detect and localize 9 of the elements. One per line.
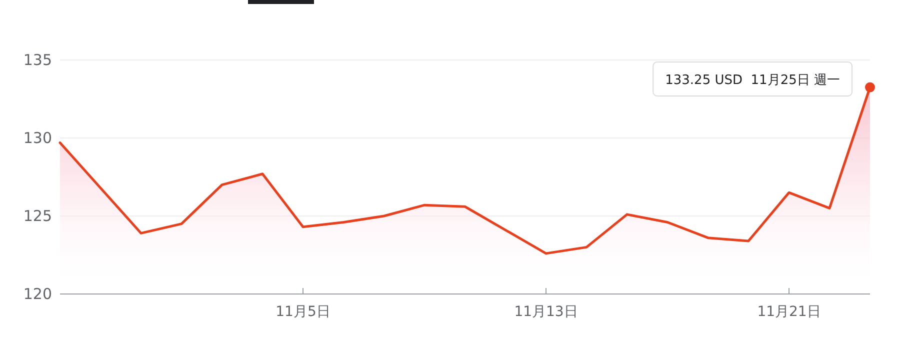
x-tick-label: 11月5日 — [276, 304, 330, 320]
y-tick-label: 120 — [23, 284, 52, 303]
annotation: 133.25 USD 11月25日 週一 — [665, 73, 840, 88]
y-tick-label: 135 — [23, 50, 52, 69]
x-tick-label: 11月13日 — [514, 304, 578, 320]
y-tick-label: 125 — [23, 206, 52, 225]
tooltip-box: 133.25 USD 11月25日 週一 — [652, 62, 852, 96]
x-tick-label: 11月21日 — [757, 304, 821, 320]
y-tick-label: 130 — [23, 128, 52, 147]
